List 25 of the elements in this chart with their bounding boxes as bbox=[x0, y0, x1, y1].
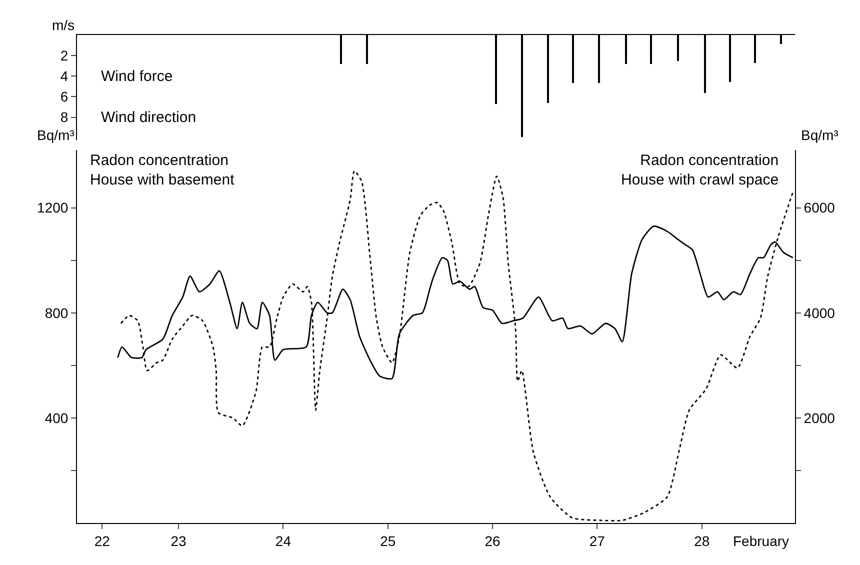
x-tick-label: 25 bbox=[380, 532, 396, 549]
y-axis-title: m/s bbox=[52, 17, 75, 33]
y2-tick-label: 6000 bbox=[804, 200, 836, 216]
x-axis-title: February bbox=[733, 533, 790, 549]
annotation: Wind direction bbox=[101, 109, 196, 126]
y2-axis-title: Bq/m³ bbox=[801, 127, 839, 143]
y-tick-label: 1200 bbox=[37, 200, 68, 216]
x-tick-label: 26 bbox=[484, 532, 501, 549]
y-tick-label: 4 bbox=[60, 68, 68, 84]
annotation: Wind force bbox=[101, 68, 173, 85]
x-tick-label: 28 bbox=[694, 532, 710, 549]
x-tick-label: 27 bbox=[589, 532, 606, 549]
x-tick-label: 24 bbox=[275, 532, 292, 549]
y-tick-label: 8 bbox=[60, 109, 68, 126]
y-tick-label: 6 bbox=[60, 88, 68, 105]
y2-tick-label: 2000 bbox=[804, 410, 836, 426]
y-axis-title: Bq/m³ bbox=[37, 127, 75, 143]
annotation: Radon concentration House with crawl space bbox=[621, 152, 779, 188]
x-tick-label: 23 bbox=[170, 532, 187, 549]
annotation: Radon concentration House with basement bbox=[90, 152, 236, 188]
y2-tick-label: 4000 bbox=[804, 304, 836, 321]
y-tick-label: 800 bbox=[44, 304, 68, 321]
y-tick-label: 2 bbox=[60, 47, 68, 64]
y-tick-label: 400 bbox=[44, 410, 68, 426]
x-tick-label: 22 bbox=[94, 532, 110, 549]
